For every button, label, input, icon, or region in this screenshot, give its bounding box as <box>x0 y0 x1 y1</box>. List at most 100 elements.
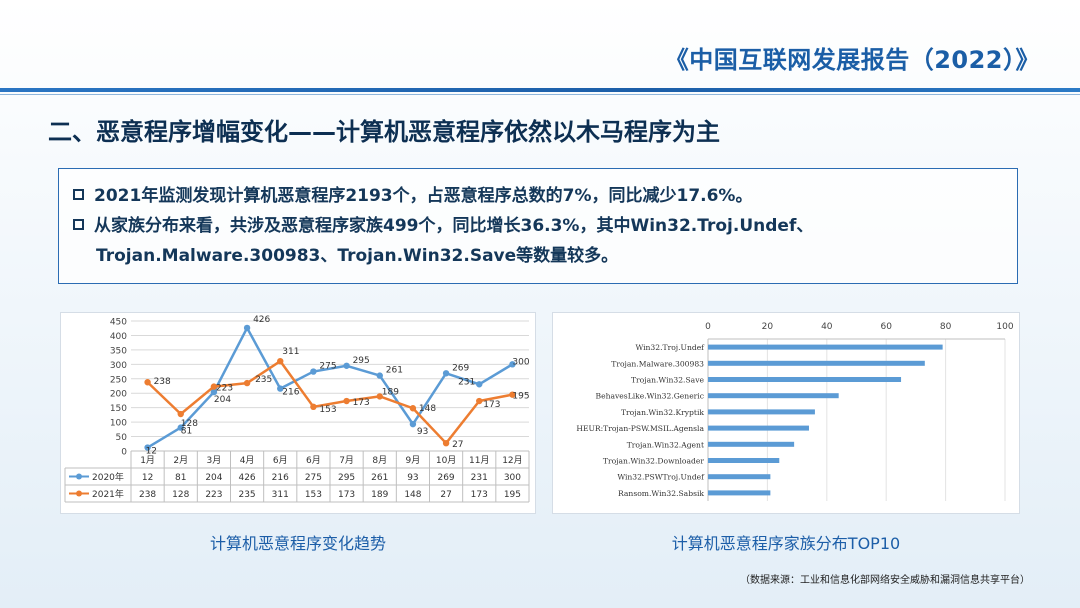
bar <box>708 344 943 350</box>
table-cell: 173 <box>338 490 355 500</box>
bar <box>708 441 795 447</box>
data-point <box>243 379 251 387</box>
data-point <box>310 403 317 410</box>
data-point <box>277 357 284 365</box>
table-cell: 238 <box>139 490 156 500</box>
data-label: 231 <box>458 377 475 387</box>
y-tick-label: 200 <box>110 390 127 400</box>
data-label: 173 <box>483 400 500 410</box>
data-point <box>509 361 516 368</box>
x-tick-label: 0 <box>705 322 711 332</box>
y-tick-label: BehavesLike.Win32.Generic <box>596 392 704 401</box>
data-point <box>243 324 251 332</box>
bar <box>708 360 925 366</box>
y-tick-label: 0 <box>121 448 127 458</box>
table-cell: 216 <box>272 473 289 483</box>
data-point <box>177 410 184 418</box>
x-tick-label: 1月 <box>140 455 155 466</box>
data-point <box>343 397 350 405</box>
y-tick-label: Win32.PSWTroj.Undef <box>617 473 705 482</box>
bar <box>708 377 902 382</box>
data-label: 275 <box>319 362 336 372</box>
data-label: 153 <box>319 405 336 415</box>
data-label: 216 <box>282 388 299 398</box>
family-chart: 0 20 40 60 80 100 Win32.Troj.Undef Trojan.Malwa… <box>576 322 1014 501</box>
data-point <box>210 383 218 390</box>
y-tick-label: HEUR:Trojan-PSW.MSIL.Agensla <box>576 424 704 433</box>
data-label: 235 <box>255 375 272 385</box>
data-label: 269 <box>452 363 469 373</box>
bar <box>708 458 780 463</box>
data-source-note: （数据来源：工业和信息化部网络安全威胁和漏洞信息共享平台） <box>740 575 1030 586</box>
data-label: 81 <box>181 427 192 437</box>
data-point <box>509 391 516 398</box>
table-cell: 261 <box>371 473 388 483</box>
data-label: 295 <box>353 356 370 366</box>
x-tick-label: 3月 <box>207 455 222 466</box>
family-chart-caption: 计算机恶意程序家族分布TOP10 <box>671 534 901 553</box>
data-label: 148 <box>419 404 436 414</box>
data-point <box>409 420 417 428</box>
x-tick-label: 9月 <box>406 455 421 466</box>
data-label: 311 <box>282 347 299 357</box>
table-cell: 311 <box>272 490 289 500</box>
trend-chart-caption: 计算机恶意程序变化趋势 <box>209 534 386 553</box>
data-point <box>144 444 151 451</box>
data-label: 93 <box>417 427 428 437</box>
data-label: 128 <box>181 419 198 429</box>
summary-bullet-1: 2021年监测发现计算机恶意程序2193个，占恶意程序总数的7%，同比减少17.… <box>73 181 1003 211</box>
report-title: 《中国互联网发展报告（2022）》 <box>664 46 1040 74</box>
summary-text-2: 从家族分布来看，共涉及恶意程序家族499个，同比增长36.3%，其中Win32.… <box>94 216 814 236</box>
table-cell: 81 <box>175 473 186 483</box>
data-label: 195 <box>512 392 529 402</box>
data-point <box>376 372 383 379</box>
x-tick-label: 60 <box>880 322 892 332</box>
y-tick-label: 250 <box>110 375 127 385</box>
data-label: 189 <box>382 387 399 397</box>
y-tick-label: 100 <box>110 419 127 429</box>
data-label: 300 <box>512 357 529 367</box>
x-tick-label: 7月 <box>339 455 354 466</box>
y-tick-label: Trojan.Malware.300983 <box>611 359 704 368</box>
data-label: 204 <box>214 395 231 405</box>
table-cell: 295 <box>338 473 355 483</box>
table-cell: 269 <box>437 473 454 483</box>
trend-chart-panel: 0 50 100 150 200 250 300 350 400 450 1月 2月 3月 4月 6月 6月 7… <box>60 312 536 514</box>
trend-chart: 0 50 100 150 200 250 300 350 400 450 1月 2月 3月 4月 6月 6月 7… <box>64 315 530 503</box>
table-cell: 204 <box>205 473 222 483</box>
x-tick-label: 2月 <box>173 455 188 466</box>
x-tick-label: 80 <box>940 322 952 332</box>
x-tick-label: 10月 <box>436 455 456 466</box>
y-tick-label: Trojan.Win32.Agent <box>627 440 704 449</box>
x-tick-label: 6月 <box>306 455 321 466</box>
summary-bullet-2: 从家族分布来看，共涉及恶意程序家族499个，同比增长36.3%，其中Win32.… <box>73 211 1003 241</box>
summary-bullet-2-continued: Trojan.Malware.300983、Trojan.Win32.Save等… <box>73 241 1003 271</box>
table-cell: 300 <box>504 473 521 483</box>
data-label: 12 <box>146 447 157 457</box>
y-tick-label: Trojan.Win32.Save <box>631 376 705 385</box>
table-cell: 235 <box>238 490 255 500</box>
table-cell: 223 <box>205 490 222 500</box>
table-cell: 231 <box>471 473 488 483</box>
x-tick-label: 40 <box>821 322 833 332</box>
legend-marker <box>76 473 82 480</box>
table-cell: 128 <box>172 490 189 500</box>
summary-box: 2021年监测发现计算机恶意程序2193个，占恶意程序总数的7%，同比减少17.… <box>58 168 1018 284</box>
data-point <box>476 381 483 388</box>
family-chart-panel: 0 20 40 60 80 100 Win32.Troj.Undef Trojan.Malwa… <box>552 312 1020 514</box>
data-point <box>177 424 184 431</box>
table-cell: 426 <box>238 473 255 483</box>
y-tick-label: 150 <box>110 404 127 414</box>
table-cell: 173 <box>471 490 488 500</box>
x-tick-label: 4月 <box>240 455 255 466</box>
x-tick-label: 12月 <box>502 455 522 466</box>
y-tick-label: 450 <box>110 318 127 328</box>
table-cell: 195 <box>504 490 521 500</box>
bar <box>708 490 771 496</box>
table-cell: 275 <box>305 473 322 483</box>
square-bullet-icon <box>73 189 84 200</box>
series-line-1 <box>146 326 514 449</box>
data-point <box>144 379 151 386</box>
x-tick-label: 8月 <box>372 455 387 466</box>
table-cell: 27 <box>440 490 451 500</box>
